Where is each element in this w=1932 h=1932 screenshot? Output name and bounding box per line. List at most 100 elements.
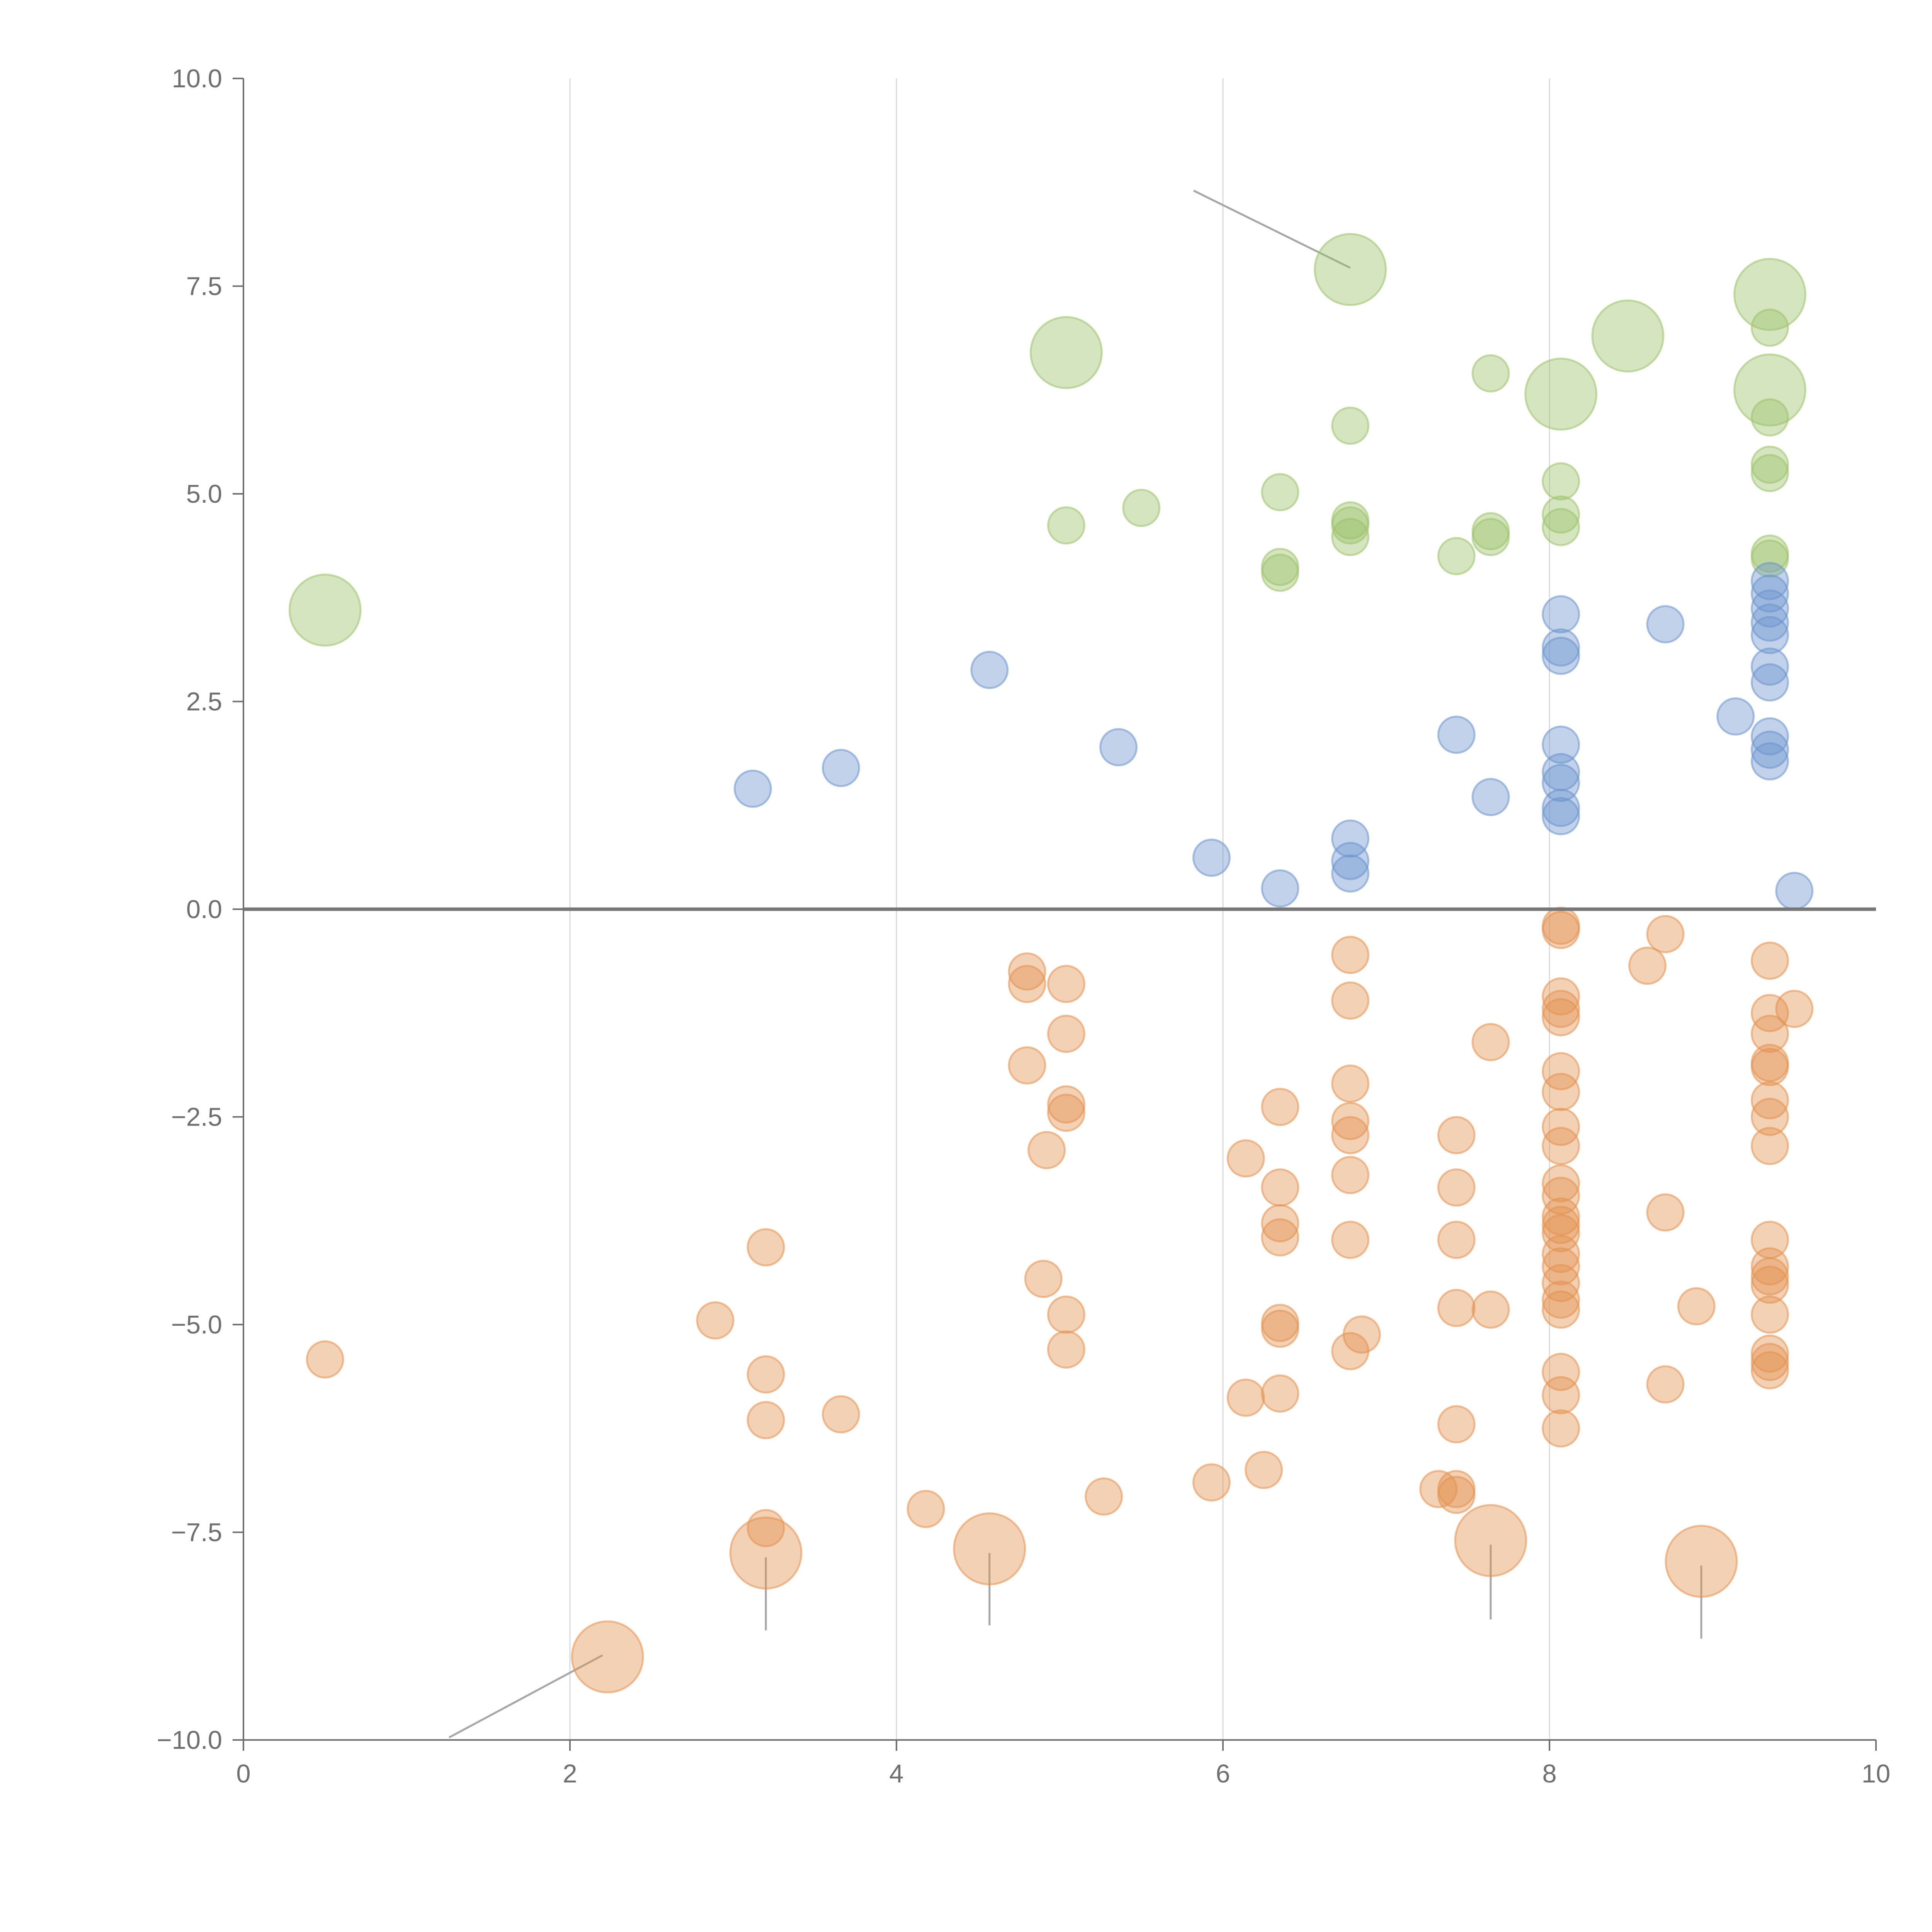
blue-point-26: [1331, 819, 1370, 858]
blue-point-0: [1750, 562, 1789, 600]
orange-point-52: [1261, 1218, 1299, 1257]
orange-point-71: [696, 1301, 735, 1340]
blue-point-17: [1750, 730, 1789, 769]
orange-point-43: [1542, 1164, 1580, 1202]
orange-point-29: [1750, 1081, 1789, 1119]
orange-point-50: [1542, 1206, 1580, 1244]
orange-point-67: [1471, 1290, 1510, 1329]
blue-point-8: [1542, 636, 1580, 675]
green-point-22: [1471, 518, 1510, 556]
orange-point-1: [729, 1516, 803, 1590]
orange-point-58: [1542, 1247, 1580, 1286]
y-tick-label-3: 2.5: [186, 687, 222, 716]
orange-point-96: [1085, 1477, 1123, 1516]
blue-point-24: [1542, 789, 1580, 827]
orange-point-77: [1750, 1334, 1789, 1373]
blue-point-16: [1099, 728, 1138, 767]
blue-point-31: [1775, 872, 1814, 910]
orange-point-21: [1750, 1015, 1789, 1053]
orange-point-89: [1437, 1405, 1476, 1444]
green-point-4: [1733, 258, 1806, 331]
orange-point-82: [747, 1355, 785, 1394]
green-point-13: [1750, 454, 1789, 492]
orange-point-61: [1024, 1260, 1063, 1298]
green-point-18: [1331, 506, 1370, 545]
blue-point-12: [1716, 697, 1755, 736]
green-point-25: [1750, 539, 1789, 578]
green-point-8: [1471, 354, 1510, 393]
orange-point-12: [1008, 965, 1046, 1003]
green-point-5: [1524, 357, 1598, 431]
orange-point-18: [1542, 998, 1580, 1036]
orange-point-97: [906, 1490, 945, 1528]
orange-point-54: [1437, 1221, 1476, 1259]
orange-point-49: [1261, 1204, 1299, 1243]
orange-point-14: [1542, 977, 1580, 1016]
orange-point-87: [821, 1395, 860, 1434]
green-point-6: [1733, 353, 1806, 427]
x-tick-label-0: 0: [236, 1759, 250, 1788]
orange-point-24: [1008, 1046, 1046, 1085]
orange-point-92: [1192, 1463, 1231, 1502]
orange-point-20: [1047, 1015, 1085, 1053]
blue-point-13: [1437, 716, 1476, 754]
orange-point-3: [1454, 1504, 1527, 1577]
green-point-1: [1314, 233, 1387, 306]
orange-point-88: [747, 1401, 785, 1439]
orange-point-8: [1750, 941, 1789, 980]
orange-point-64: [1542, 1281, 1580, 1319]
orange-point-11: [1008, 952, 1046, 991]
y-tick-label-6: −5.0: [171, 1310, 222, 1339]
orange-point-62: [1542, 1264, 1580, 1302]
y-tick-label-2: 5.0: [186, 480, 222, 509]
green-point-23: [1331, 518, 1370, 556]
x-tick-label-1: 2: [563, 1759, 577, 1788]
orange-point-57: [1542, 1235, 1580, 1273]
x-tick-label-2: 4: [889, 1759, 903, 1788]
orange-point-34: [1750, 1098, 1789, 1136]
orange-point-40: [1027, 1131, 1066, 1169]
orange-point-47: [1646, 1193, 1685, 1232]
orange-point-19: [1331, 981, 1370, 1020]
green-point-3: [1591, 299, 1665, 372]
y-tick-label-4: 0.0: [186, 895, 222, 924]
orange-point-32: [1047, 1094, 1085, 1132]
leader-line-1: [449, 1654, 603, 1738]
orange-point-60: [1750, 1257, 1789, 1296]
blue-point-22: [733, 769, 772, 808]
orange-point-28: [1542, 1073, 1580, 1111]
bubbles: [288, 233, 1814, 1694]
green-point-15: [1122, 489, 1161, 527]
orange-point-16: [1775, 990, 1814, 1028]
orange-point-4: [1665, 1525, 1738, 1598]
orange-point-9: [1331, 935, 1370, 974]
x-tick-label-4: 8: [1542, 1759, 1556, 1788]
orange-point-69: [1047, 1295, 1085, 1334]
blue-point-4: [1750, 603, 1789, 642]
orange-point-31: [1261, 1088, 1299, 1126]
orange-point-95: [1437, 1476, 1476, 1514]
orange-point-44: [1261, 1168, 1299, 1207]
green-point-26: [1437, 537, 1476, 575]
orange-point-51: [1542, 1214, 1580, 1252]
orange-point-45: [1437, 1168, 1476, 1207]
orange-point-85: [1542, 1376, 1580, 1415]
blue-point-25: [1542, 797, 1580, 835]
orange-point-53: [1331, 1221, 1370, 1259]
orange-point-2: [953, 1512, 1026, 1585]
blue-point-10: [970, 651, 1009, 689]
orange-point-39: [1750, 1127, 1789, 1165]
leader-lines: [449, 190, 1702, 1738]
blue-point-23: [1471, 778, 1510, 816]
orange-point-7: [1646, 915, 1685, 953]
orange-point-91: [1245, 1451, 1283, 1489]
orange-point-78: [1750, 1343, 1789, 1381]
orange-point-98: [747, 1509, 785, 1548]
y-tick-label-5: −2.5: [171, 1103, 222, 1132]
blue-point-18: [1750, 742, 1789, 781]
green-point-9: [1331, 406, 1370, 445]
orange-point-15: [1542, 990, 1580, 1028]
blue-point-2: [1750, 589, 1789, 628]
orange-point-90: [1542, 1409, 1580, 1448]
